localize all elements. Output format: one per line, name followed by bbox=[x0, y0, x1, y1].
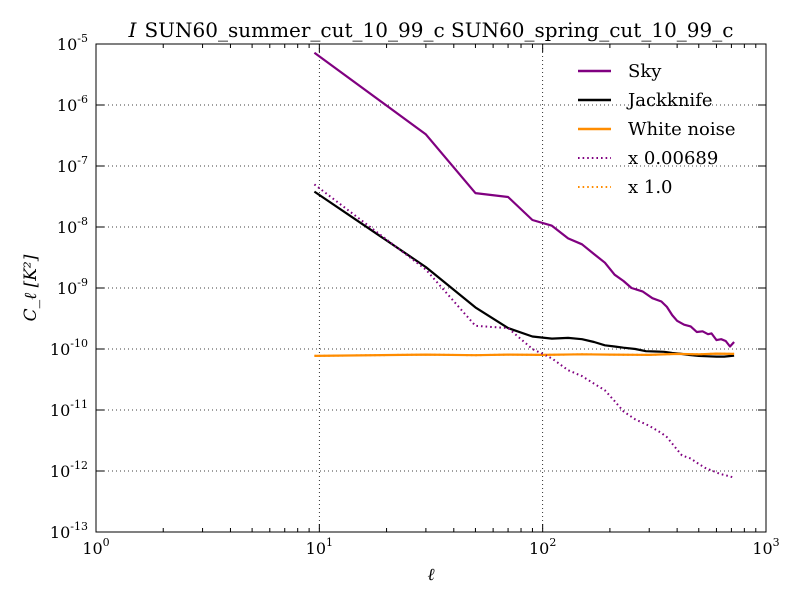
tick-base: 10 bbox=[57, 35, 77, 54]
tick-base: 10 bbox=[57, 96, 77, 115]
tick-base: 10 bbox=[50, 462, 70, 481]
axis-ticks bbox=[95, 43, 767, 533]
tick-exponent: 2 bbox=[549, 536, 556, 549]
series-lines bbox=[313, 51, 735, 479]
tick-base: 10 bbox=[752, 539, 772, 558]
legend-label: Sky bbox=[628, 61, 662, 82]
tick-base: 10 bbox=[50, 340, 70, 359]
legend-label: White noise bbox=[628, 119, 736, 140]
y-tick-label: 10-7 bbox=[57, 154, 88, 176]
x-tick-label: 101 bbox=[306, 536, 333, 558]
title-text: SUN60_summer_cut_10_99_c SUN60_spring_cu… bbox=[144, 18, 733, 42]
y-axis-label: C_ℓ [K²] bbox=[21, 254, 41, 321]
grid-lines bbox=[96, 44, 766, 532]
tick-exponent: -12 bbox=[70, 459, 88, 472]
series-line-x-0-00689 bbox=[313, 183, 735, 479]
tick-exponent: -10 bbox=[70, 337, 88, 350]
title-italic-prefix: I bbox=[128, 18, 138, 42]
tick-base: 10 bbox=[57, 157, 77, 176]
tick-exponent: -5 bbox=[77, 32, 88, 45]
series-line-jackknife bbox=[313, 190, 735, 358]
y-tick-label: 10-9 bbox=[57, 276, 88, 298]
x-tick-labels: 100 101 102 103 bbox=[82, 536, 779, 558]
tick-exponent: -11 bbox=[70, 398, 88, 411]
tick-exponent: -8 bbox=[77, 215, 88, 228]
legend-label: Jackknife bbox=[626, 90, 713, 111]
chart-title: I SUN60_summer_cut_10_99_c SUN60_spring_c… bbox=[128, 18, 734, 42]
tick-exponent: -9 bbox=[77, 276, 88, 289]
tick-base: 10 bbox=[529, 539, 549, 558]
tick-base: 10 bbox=[50, 523, 70, 542]
tick-base: 10 bbox=[306, 539, 326, 558]
y-tick-label: 10-12 bbox=[50, 459, 88, 481]
tick-exponent: 1 bbox=[326, 536, 333, 549]
tick-exponent: -6 bbox=[77, 93, 88, 106]
tick-exponent: 3 bbox=[773, 536, 780, 549]
y-tick-label: 10-13 bbox=[50, 520, 88, 542]
y-tick-label: 10-10 bbox=[50, 337, 88, 359]
series-line-white-noise bbox=[314, 352, 735, 357]
tick-base: 10 bbox=[82, 539, 102, 558]
tick-base: 10 bbox=[50, 401, 70, 420]
x-tick-label: 100 bbox=[82, 536, 109, 558]
tick-base: 10 bbox=[57, 218, 77, 237]
y-tick-label: 10-6 bbox=[57, 93, 88, 115]
x-tick-label: 103 bbox=[752, 536, 779, 558]
tick-base: 10 bbox=[57, 279, 77, 298]
tick-exponent: 0 bbox=[103, 536, 110, 549]
series-line-sky bbox=[313, 51, 735, 348]
tick-exponent: -13 bbox=[70, 520, 88, 533]
series-line-x-1-0 bbox=[314, 352, 735, 357]
x-axis-label: ℓ bbox=[427, 565, 434, 585]
legend-label: x 1.0 bbox=[628, 177, 673, 198]
y-tick-label: 10-11 bbox=[50, 398, 88, 420]
tick-exponent: -7 bbox=[77, 154, 88, 167]
x-tick-label: 102 bbox=[529, 536, 556, 558]
legend-label: x 0.00689 bbox=[628, 148, 718, 169]
y-tick-label: 10-5 bbox=[57, 32, 88, 54]
y-tick-label: 10-8 bbox=[57, 215, 88, 237]
legend: Sky Jackknife White noise x 0.00689 x 1.0 bbox=[578, 61, 736, 198]
